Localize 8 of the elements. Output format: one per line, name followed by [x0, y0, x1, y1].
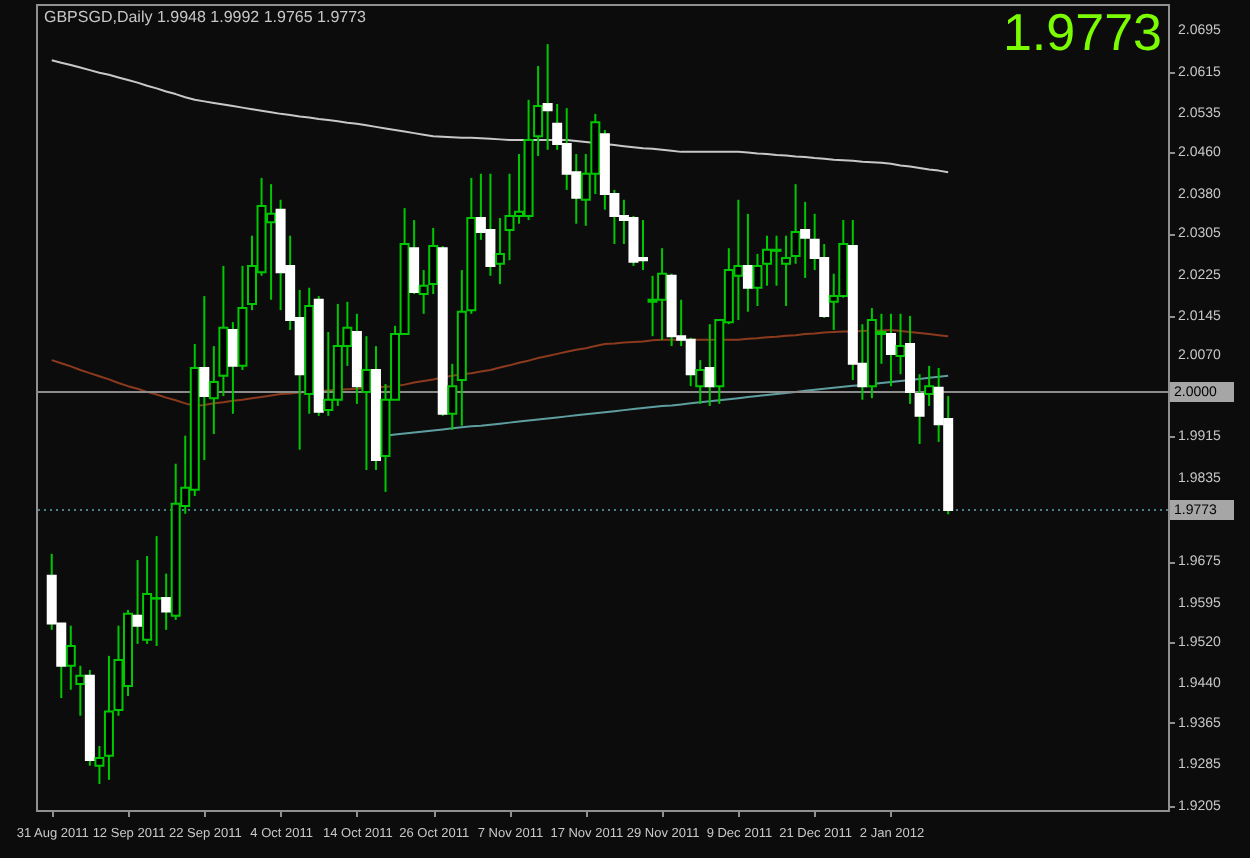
chart-title: GBPSGD,Daily 1.9948 1.9992 1.9765 1.9773: [44, 8, 368, 26]
candlestick: [447, 362, 458, 431]
text: 1.9773: [1002, 2, 1162, 62]
line-series: [50, 328, 950, 407]
candlestick: [752, 252, 763, 307]
line-series: [50, 59, 950, 174]
candlestick: [142, 554, 153, 645]
candlestick: [895, 312, 906, 376]
